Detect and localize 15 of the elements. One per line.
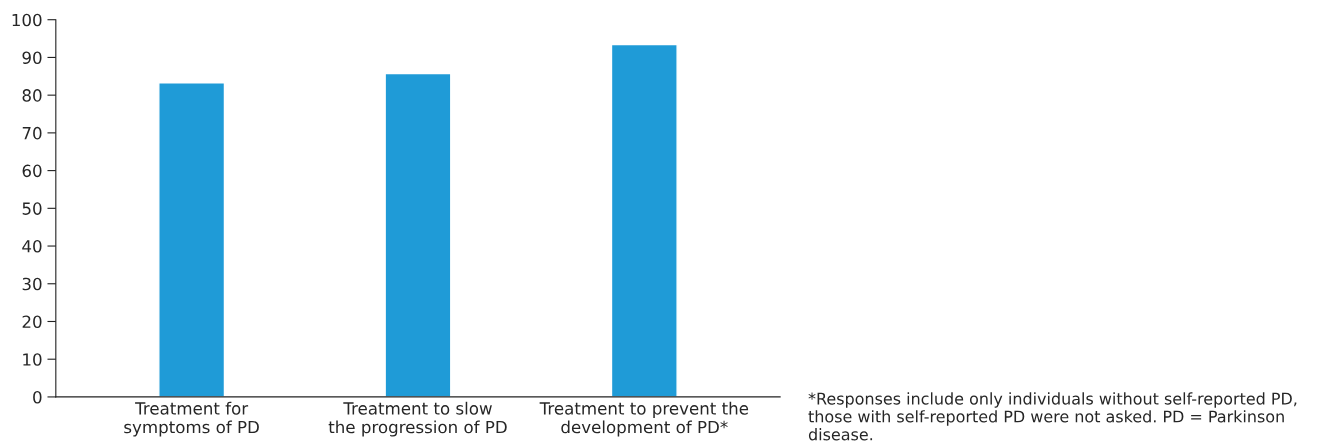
y-tick-label: 80 (22, 89, 42, 102)
y-tick-label: 40 (22, 240, 42, 253)
y-tick-label: 100 (12, 13, 42, 27)
text: *Responses include only individuals without self-reported PD, those with self-reported PD were not asked. PD = Parkinson disease. (808, 392, 1297, 441)
y-tick-label: 0 (33, 390, 42, 404)
y-tick-label: 20 (22, 315, 42, 329)
x-tick-label: Treatment for symptoms of PD (124, 401, 259, 437)
y-tick-label: 30 (22, 277, 42, 291)
y-tick-label: 60 (22, 164, 42, 178)
y-tick-label: 50 (22, 202, 42, 215)
y-tick-label: 70 (22, 126, 42, 140)
y-tick-label: 90 (22, 51, 42, 64)
y-tick-label: 10 (23, 353, 42, 366)
x-tick-label: Treatment to prevent the development of PD* (539, 401, 749, 437)
x-tick-label: Treatment to slow the progression of PD (328, 401, 507, 437)
